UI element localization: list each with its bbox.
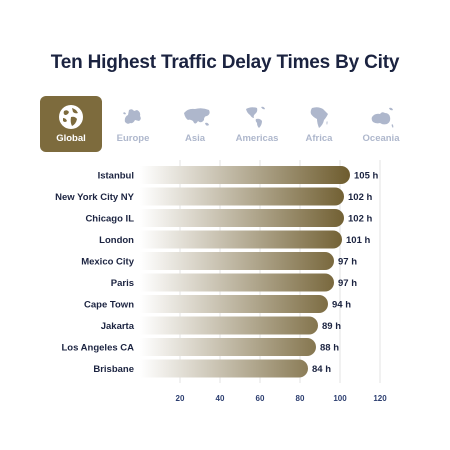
tab-label: Africa [305, 133, 333, 144]
bar [140, 273, 334, 292]
value-label: 101 h [346, 235, 370, 246]
x-tick-label: 20 [176, 394, 185, 403]
category-label: Los Angeles CA [62, 343, 135, 354]
tab-label: Europe [116, 133, 150, 144]
value-label: 97 h [338, 278, 357, 289]
bar [140, 338, 316, 356]
category-label: Paris [111, 278, 134, 289]
oceania-map-icon [371, 107, 394, 128]
bar [140, 252, 334, 270]
bar [140, 209, 344, 227]
x-tick-label: 40 [216, 394, 225, 403]
value-label: 89 h [322, 321, 341, 332]
europe-map-icon [123, 109, 141, 124]
category-label: Mexico City [81, 257, 135, 268]
category-label: Brisbane [93, 364, 134, 375]
value-label: 88 h [320, 343, 339, 354]
tab-label: Americas [235, 133, 279, 144]
chart-title: Ten Highest Traffic Delay Times By City [50, 52, 400, 73]
tab-asia[interactable]: Asia [164, 96, 226, 152]
tab-label: Global [56, 133, 86, 144]
category-label: New York City NY [55, 192, 135, 203]
asia-map-icon [184, 108, 210, 126]
x-tick-label: 80 [296, 394, 305, 403]
x-tick-label: 120 [373, 394, 387, 403]
x-tick-label: 60 [256, 394, 265, 403]
category-label: Jakarta [101, 321, 135, 332]
value-label: 102 h [348, 214, 372, 225]
bar [140, 166, 350, 184]
bar [140, 316, 318, 335]
category-label: Istanbul [98, 171, 134, 182]
tab-global[interactable]: Global [40, 96, 102, 152]
americas-map-icon [246, 106, 265, 128]
tab-africa[interactable]: Africa [288, 96, 350, 152]
bar [140, 359, 308, 378]
bar [140, 187, 344, 206]
tab-americas[interactable]: Americas [226, 96, 288, 152]
value-label: 105 h [354, 171, 378, 182]
category-label: London [99, 235, 134, 246]
bar-chart: 20 40 60 80 100 120 Istanbul 105 h New York City… [55, 160, 387, 403]
x-tick-label: 100 [333, 394, 347, 403]
tab-europe[interactable]: Europe [102, 96, 164, 152]
region-tabs: Global Europe Asia Americas Africa Ocean… [40, 96, 410, 154]
tab-label: Asia [184, 133, 206, 144]
bar [140, 295, 328, 313]
tab-label: Oceania [362, 133, 400, 144]
value-label: 97 h [338, 257, 357, 268]
africa-map-icon [310, 107, 328, 128]
bar [140, 230, 342, 249]
value-label: 84 h [312, 364, 331, 375]
globe-icon [59, 105, 83, 129]
value-label: 94 h [332, 300, 351, 311]
category-label: Chicago IL [85, 214, 134, 225]
category-label: Cape Town [84, 300, 134, 311]
tab-oceania[interactable]: Oceania [350, 96, 412, 152]
value-label: 102 h [348, 192, 372, 203]
